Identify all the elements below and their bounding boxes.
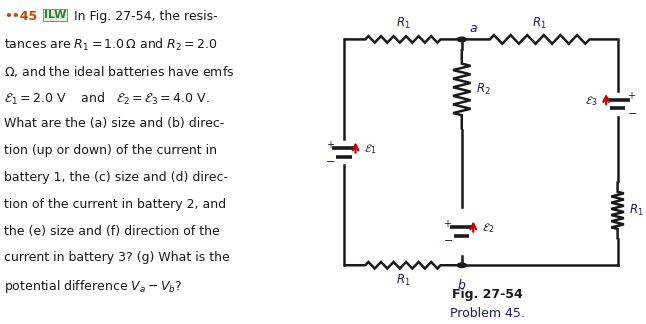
Text: $R_1$: $R_1$: [532, 16, 547, 31]
Text: $\mathcal{E}_1$: $\mathcal{E}_1$: [364, 142, 377, 156]
Text: In Fig. 27-54, the resis-: In Fig. 27-54, the resis-: [74, 10, 218, 23]
Text: $R_2$: $R_2$: [475, 82, 490, 97]
Text: $R_1$: $R_1$: [395, 273, 410, 288]
Text: $-$: $-$: [325, 156, 335, 165]
Text: $\mathcal{E}_3$: $\mathcal{E}_3$: [585, 94, 598, 108]
Text: $\Omega$, and the ideal batteries have emfs: $\Omega$, and the ideal batteries have e…: [4, 64, 234, 79]
Circle shape: [457, 37, 466, 42]
Text: potential difference $V_a - V_b$?: potential difference $V_a - V_b$?: [4, 278, 182, 295]
Text: $-$: $-$: [627, 107, 637, 117]
Text: the (e) size and (f) direction of the: the (e) size and (f) direction of the: [4, 225, 220, 237]
Text: $\mathcal{E}_1 = 2.0$ V    and   $\mathcal{E}_2 = \mathcal{E}_3 = 4.0$ V.: $\mathcal{E}_1 = 2.0$ V and $\mathcal{E}…: [4, 91, 209, 107]
Text: $+$: $+$: [627, 90, 636, 101]
Text: current in battery 3? (g) What is the: current in battery 3? (g) What is the: [4, 251, 229, 264]
Text: $-$: $-$: [443, 235, 453, 244]
Text: $b$: $b$: [457, 278, 466, 292]
Text: $+$: $+$: [443, 218, 452, 229]
Text: What are the (a) size and (b) direc-: What are the (a) size and (b) direc-: [4, 118, 224, 131]
Text: ••45: ••45: [4, 10, 37, 23]
Text: $\mathcal{E}_2$: $\mathcal{E}_2$: [482, 221, 495, 235]
Text: ILW: ILW: [44, 10, 67, 20]
Text: Problem 45.: Problem 45.: [450, 307, 525, 320]
Text: tances are $R_1 = 1.0\,\Omega$ and $R_2 = 2.0$: tances are $R_1 = 1.0\,\Omega$ and $R_2 …: [4, 37, 218, 53]
Text: battery 1, the (c) size and (d) direc-: battery 1, the (c) size and (d) direc-: [4, 171, 228, 184]
Text: tion (up or down) of the current in: tion (up or down) of the current in: [4, 144, 217, 157]
Text: tion of the current in battery 2, and: tion of the current in battery 2, and: [4, 198, 226, 211]
Text: Fig. 27-54: Fig. 27-54: [452, 288, 523, 301]
Text: $+$: $+$: [326, 139, 335, 150]
Circle shape: [457, 263, 466, 268]
Text: $R_1$: $R_1$: [395, 16, 410, 31]
Text: $a$: $a$: [470, 22, 478, 35]
Text: $R_1$: $R_1$: [629, 203, 643, 218]
